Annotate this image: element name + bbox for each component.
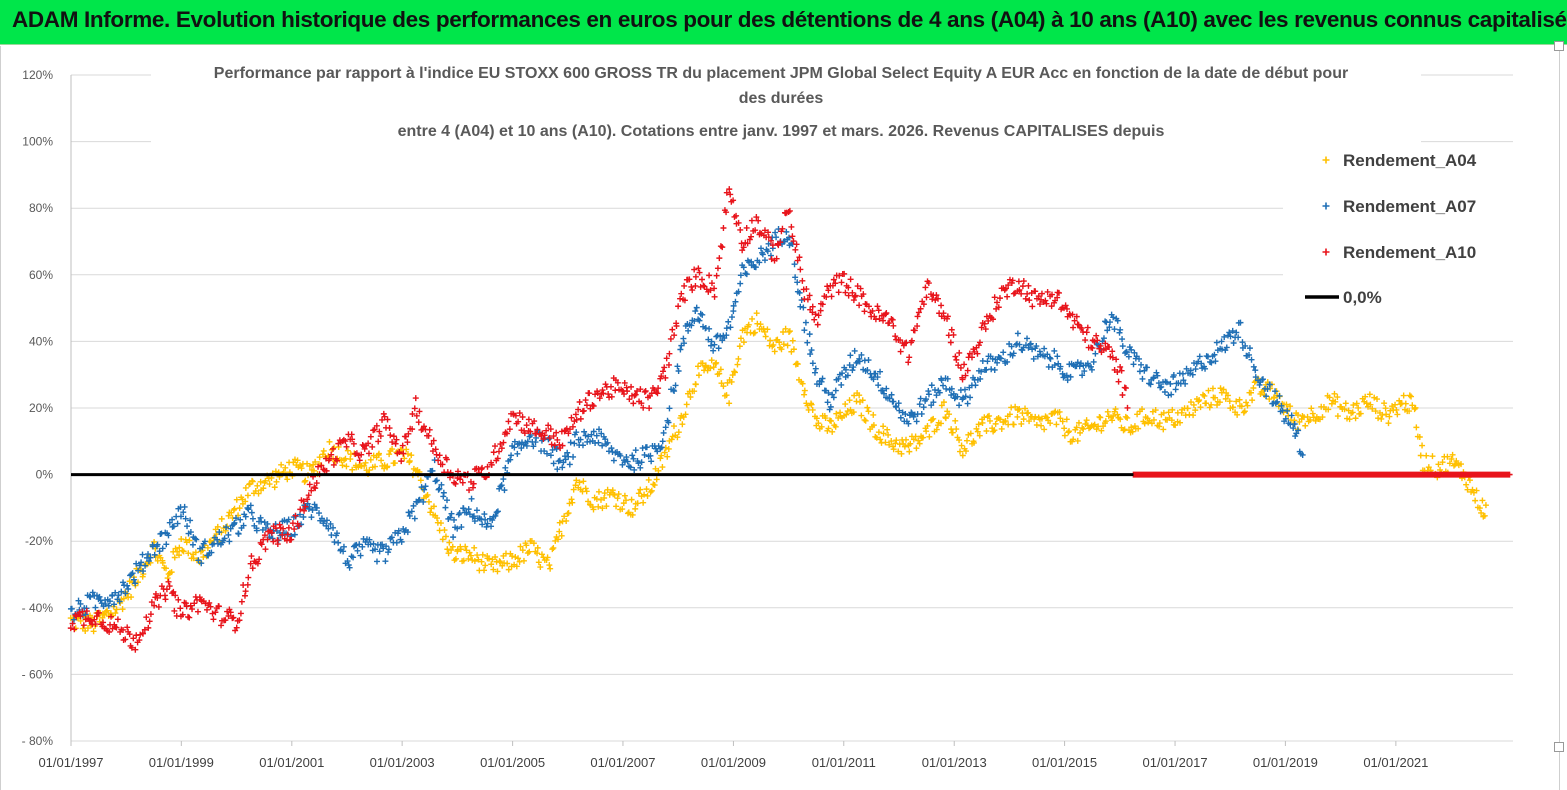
x-tick-label: 01/01/2019 <box>1253 755 1318 770</box>
legend-label: Rendement_A04 <box>1343 151 1477 170</box>
y-tick-label: 100% <box>22 135 53 149</box>
legend-item: Rendement_A07 <box>1322 197 1476 216</box>
series-layer <box>67 186 1513 653</box>
series-rendement_a04 <box>67 310 1489 635</box>
y-tick-label: 60% <box>29 268 53 282</box>
banner-title: ADAM Informe. Evolution historique des p… <box>12 7 1567 32</box>
title-line: Performance par rapport à l'indice EU ST… <box>214 65 1348 82</box>
y-tick-label: - 80% <box>22 734 54 748</box>
x-axis-labels: 01/01/1997 01/01/1999 01/01/2001 01/01/2003… <box>38 741 1428 770</box>
series-rendement_a10 <box>67 186 1513 653</box>
data-point <box>1130 471 1513 478</box>
legend-marker <box>1322 248 1330 256</box>
performance-chart: - 80% - 60% - 40% -20% 0% 20% 40% 60% 80% 100% 120… <box>22 61 1523 770</box>
x-tick-label: 01/01/2003 <box>370 755 435 770</box>
chart-title: Performance par rapport à l'indice EU ST… <box>151 61 1421 151</box>
legend-item: 0,0% <box>1305 288 1382 307</box>
y-tick-label: - 60% <box>22 667 54 681</box>
y-tick-label: 120% <box>22 68 53 82</box>
x-tick-label: 01/01/2013 <box>922 755 987 770</box>
x-tick-label: 01/01/2017 <box>1143 755 1208 770</box>
y-tick-label: - 40% <box>22 601 54 615</box>
legend: Rendement_A04 Rendement_A07 Rendement_A10 0… <box>1283 146 1523 318</box>
data-point <box>67 226 1306 623</box>
x-tick-label: 01/01/2015 <box>1032 755 1097 770</box>
title-line: des durées <box>739 90 824 107</box>
resize-handle-top-right[interactable] <box>1554 41 1564 51</box>
legend-marker <box>1322 202 1330 210</box>
x-tick-label: 01/01/2007 <box>590 755 655 770</box>
y-tick-label: 80% <box>29 201 53 215</box>
y-tick-label: 0% <box>36 468 54 482</box>
y-tick-label: -20% <box>25 534 53 548</box>
x-tick-label: 01/01/2011 <box>812 755 876 770</box>
banner: ADAM Informe. Evolution historique des p… <box>0 0 1567 45</box>
y-axis-labels: - 80% - 60% - 40% -20% 0% 20% 40% 60% 80% 100% 120… <box>22 68 54 748</box>
resize-handle-bottom-right[interactable] <box>1554 742 1564 752</box>
y-tick-label: 40% <box>29 334 53 348</box>
legend-label: Rendement_A10 <box>1343 243 1476 262</box>
legend-item: Rendement_A10 <box>1322 243 1476 262</box>
data-point <box>67 310 1489 635</box>
x-tick-label: 01/01/2021 <box>1363 755 1428 770</box>
x-tick-label: 01/01/1997 <box>38 755 103 770</box>
y-tick-label: 20% <box>29 401 53 415</box>
title-background <box>151 61 1421 151</box>
x-tick-label: 01/01/2009 <box>701 755 766 770</box>
legend-marker <box>1322 156 1330 164</box>
legend-label: Rendement_A07 <box>1343 197 1476 216</box>
x-tick-label: 01/01/2001 <box>259 755 324 770</box>
legend-item: Rendement_A04 <box>1322 151 1477 170</box>
chart-frame: - 80% - 60% - 40% -20% 0% 20% 40% 60% 80% 100% 120… <box>0 41 1564 790</box>
data-point <box>67 186 1131 653</box>
series-rendement_a07 <box>67 226 1306 623</box>
legend-background <box>1283 146 1523 318</box>
x-tick-label: 01/01/2005 <box>480 755 545 770</box>
legend-label: 0,0% <box>1343 288 1382 307</box>
x-tick-label: 01/01/1999 <box>149 755 214 770</box>
title-line: entre 4 (A04) et 10 ans (A10). Cotations… <box>398 123 1165 140</box>
